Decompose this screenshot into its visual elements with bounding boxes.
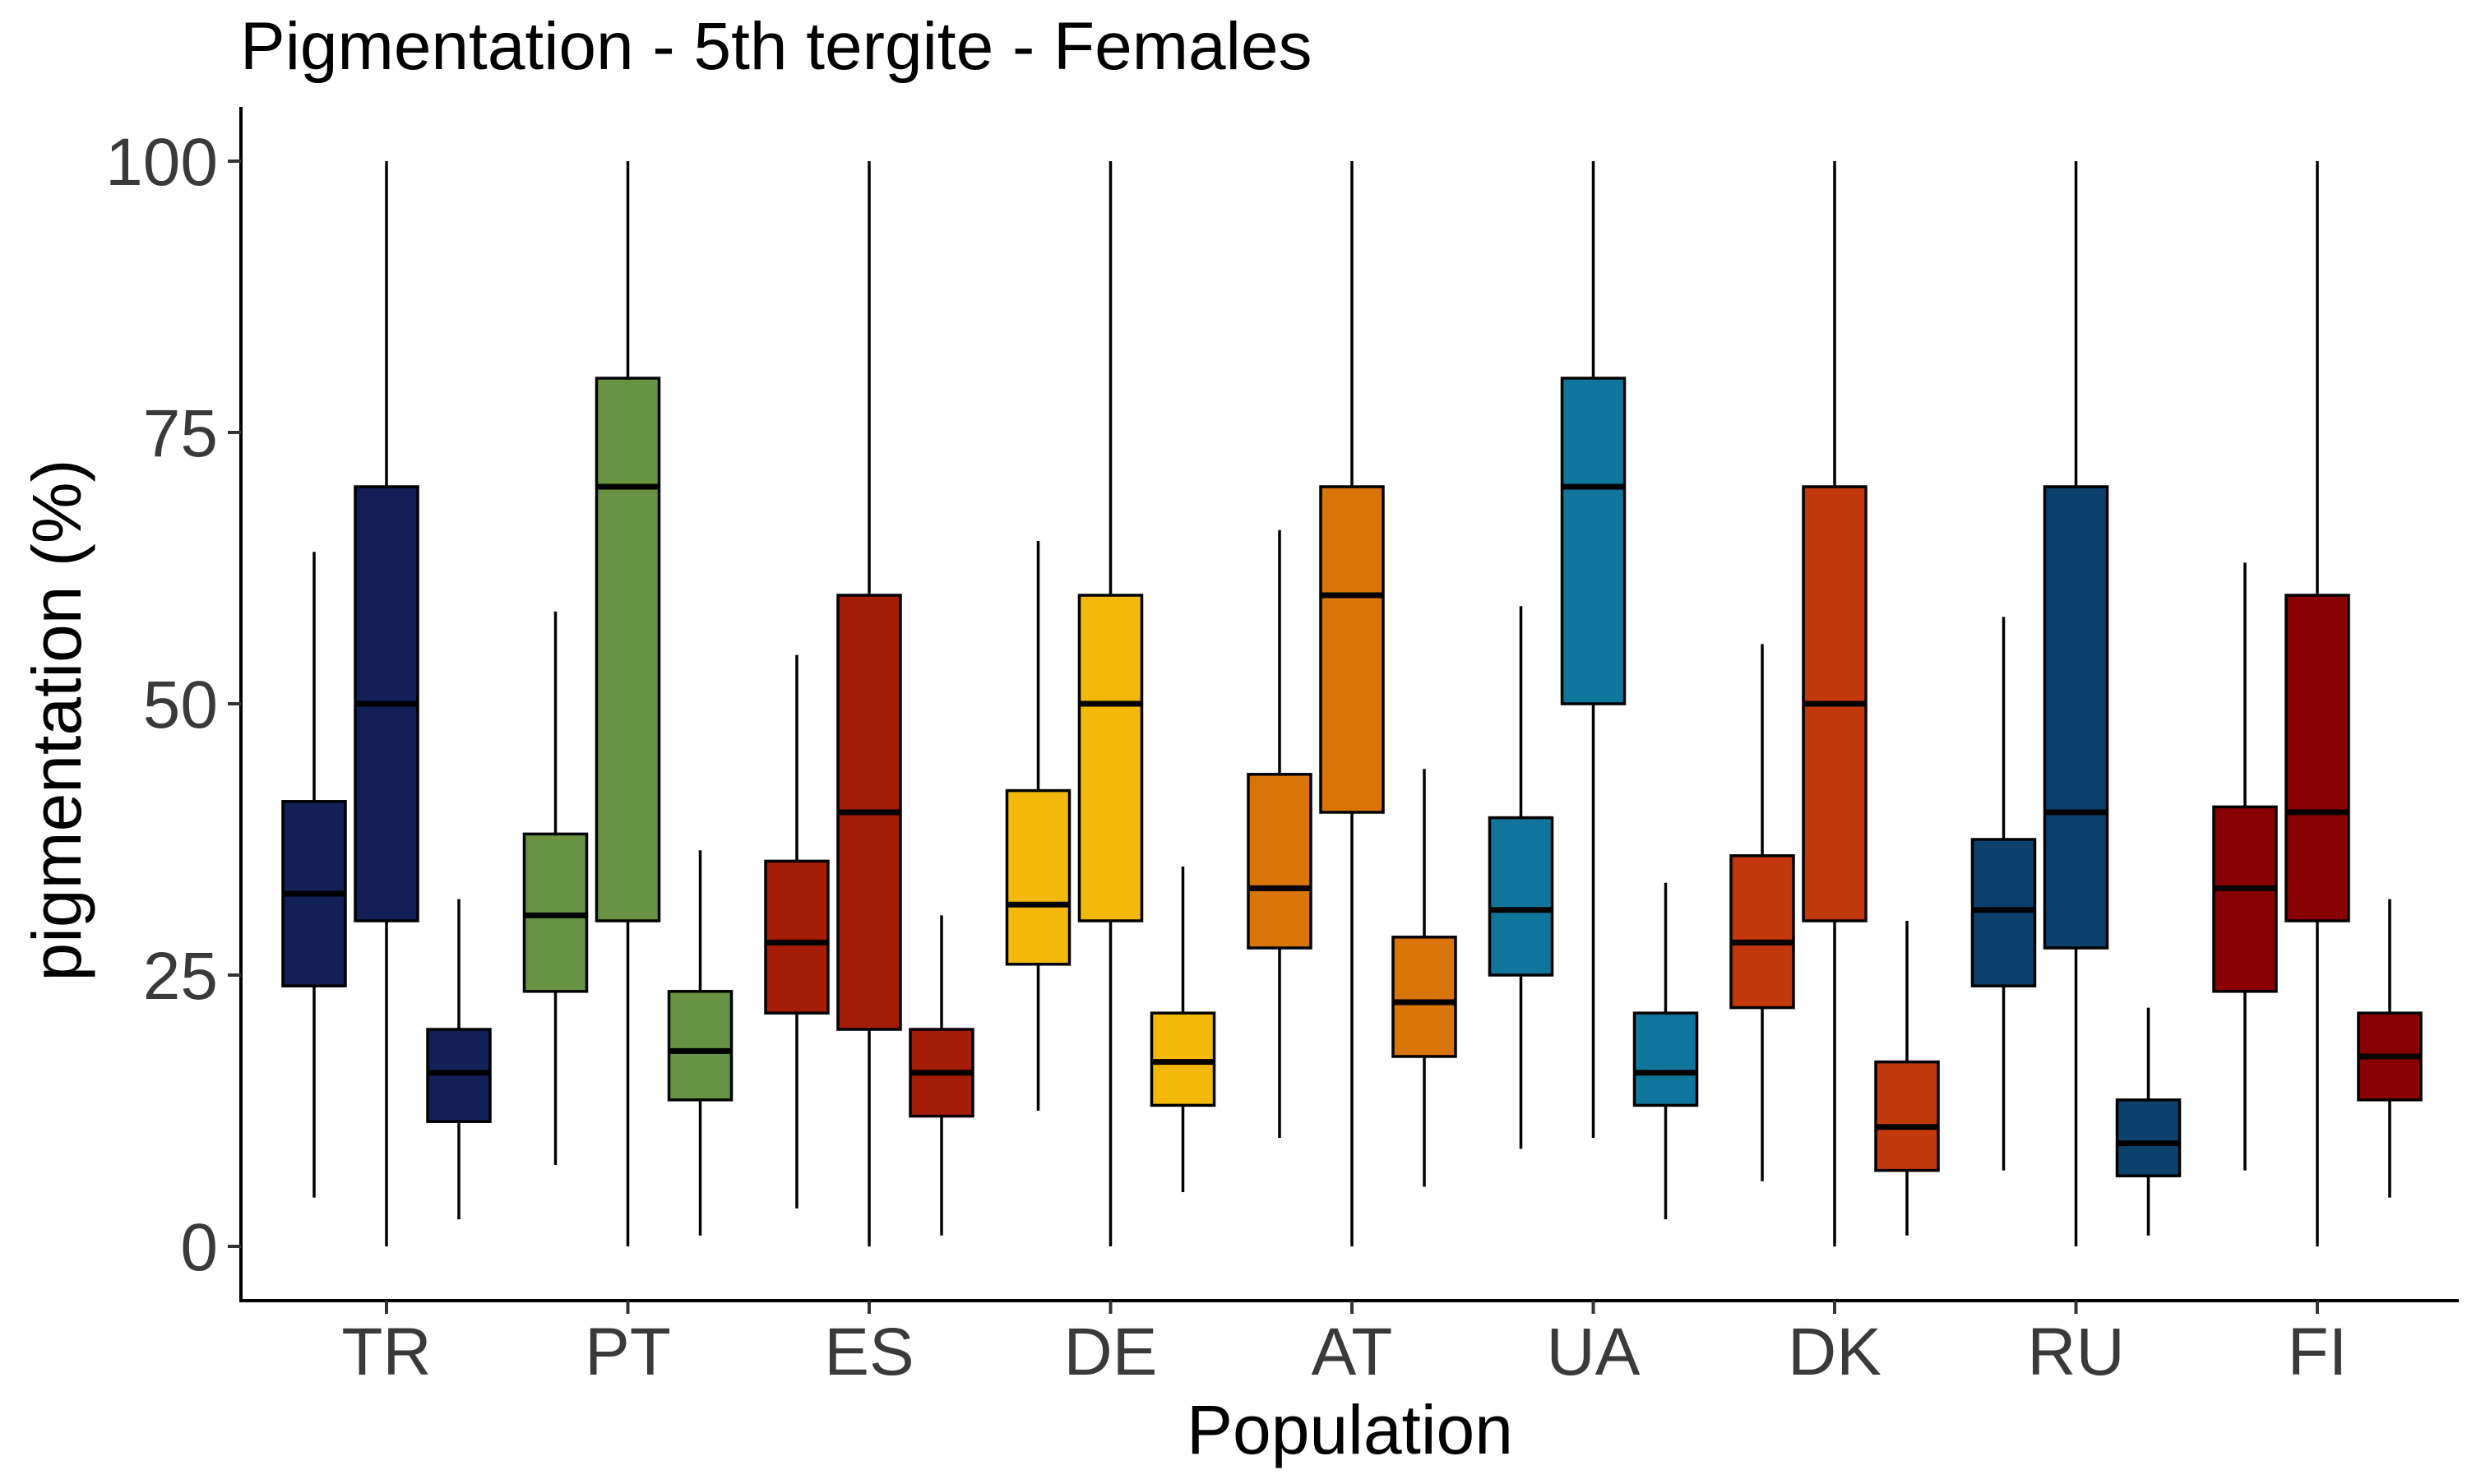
y-tick-label-25: 25 [143,939,218,1014]
box-pt-right [667,990,734,1102]
box-ru-center [2043,485,2109,950]
chart-title: Pigmentation - 5th tergite - Females [240,9,1312,84]
box-group-ua [1488,161,1699,1219]
y-tick-label-50: 50 [143,668,218,742]
box-de-center [1077,594,1144,922]
x-tick-label-at: AT [1312,1315,1393,1389]
x-tick-label-de: DE [1064,1315,1158,1389]
box-dk-right [1874,1060,1940,1172]
box-at-left [1247,773,1312,950]
box-dk-left [1729,854,1795,1010]
box-fi-center [2284,594,2350,922]
x-axis-title: Population [1187,1391,1513,1468]
y-axis-ticks: 0 25 50 75 100 [105,125,241,1285]
box-group-tr [281,161,492,1246]
box-group-es [764,161,974,1246]
box-group-fi [2212,161,2423,1246]
box-group-pt [522,161,734,1246]
x-tick-label-fi: FI [2288,1315,2348,1389]
box-de-left [1005,788,1072,966]
plot-area [281,161,2423,1246]
x-tick-label-es: ES [824,1315,914,1389]
box-group-at [1247,161,1457,1246]
x-tick-label-dk: DK [1788,1315,1881,1389]
x-axis-ticks: TR PT ES DE AT UA DK RU FI [341,1301,2347,1389]
x-tick-label-ua: UA [1547,1315,1641,1389]
box-fi-left [2212,805,2278,993]
x-tick-label-pt: PT [585,1315,671,1389]
x-tick-label-ru: RU [2027,1315,2124,1389]
box-ua-left [1488,816,1554,977]
box-ua-center [1560,377,1627,705]
y-tick-label-100: 100 [105,125,218,200]
box-at-right [1391,936,1457,1058]
box-es-left [764,859,830,1015]
box-group-ru [1970,161,2182,1246]
y-tick-label-0: 0 [180,1210,218,1285]
box-group-dk [1729,161,1940,1246]
x-tick-label-tr: TR [341,1315,431,1389]
y-tick-label-75: 75 [143,396,218,471]
box-at-center [1319,485,1385,814]
box-ru-right [2115,1098,2182,1177]
box-group-de [1005,161,1216,1246]
y-axis-title: pigmentation (%) [18,460,95,982]
box-ua-right [1632,1011,1699,1107]
box-pt-center [595,377,661,922]
